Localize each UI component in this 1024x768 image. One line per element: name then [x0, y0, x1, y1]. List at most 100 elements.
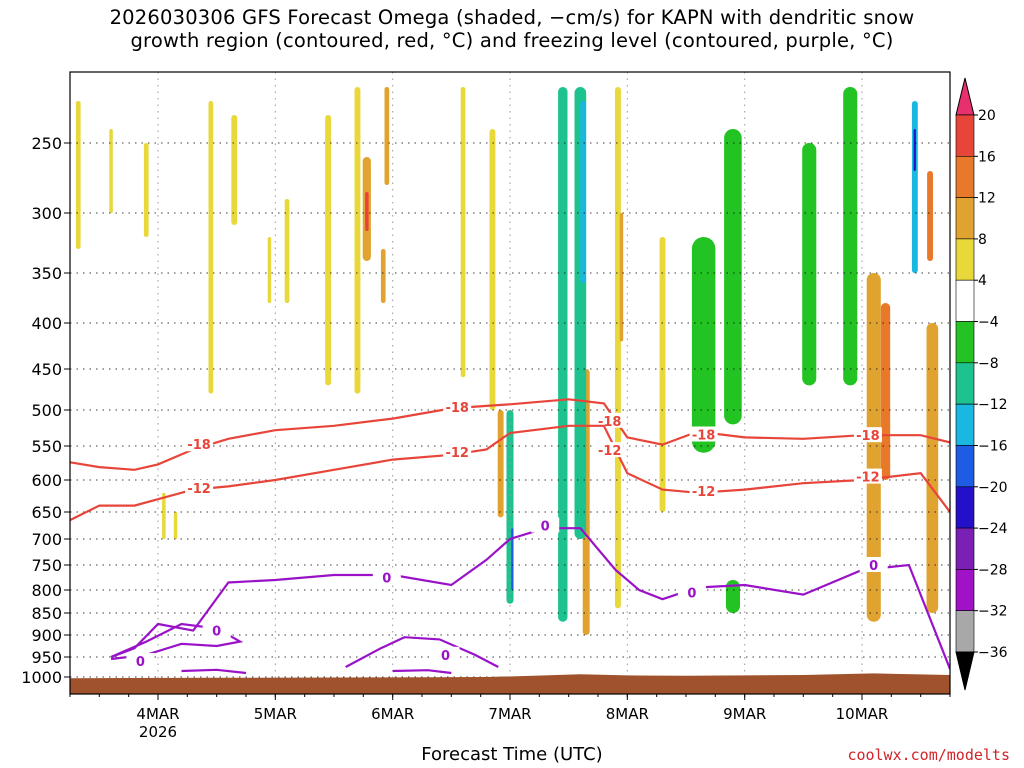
omega-cell	[75, 101, 81, 249]
dgz-label-bg	[185, 480, 214, 495]
omega-cell	[725, 580, 740, 613]
y-axis: 250 300 350 400 450 500 550 600 650 700 750 800 850 9…	[21, 134, 70, 687]
dgz-label: -12	[445, 446, 469, 461]
freezing-contour	[181, 668, 247, 675]
omega-cell	[380, 249, 386, 303]
dgz-label: -12	[598, 444, 622, 459]
y-tick-label: 400	[31, 314, 62, 333]
dgz-label-bg	[595, 442, 624, 458]
freezing-label-bg	[126, 653, 155, 668]
credit-text[interactable]: coolwx.com/modelts	[847, 746, 1010, 764]
omega-cell	[325, 115, 332, 386]
omega-cell	[511, 528, 514, 590]
omega-cell	[143, 143, 149, 237]
freezing-label-bg	[431, 646, 460, 662]
dgz-label-bg	[689, 426, 718, 442]
colorbar-label: −20	[978, 480, 1008, 496]
colorbar-label: −12	[978, 397, 1008, 413]
dgz-contour	[70, 398, 950, 471]
omega-cell	[615, 87, 621, 609]
omega-cell	[913, 129, 916, 171]
colorbar-segment	[955, 486, 975, 529]
omega-cell	[927, 171, 933, 261]
omega-cell	[619, 213, 624, 342]
colorbar-segment	[955, 321, 975, 364]
dgz-label-bg	[443, 444, 472, 460]
y-tick-label: 650	[31, 503, 62, 522]
freezing-label-bg	[531, 517, 560, 533]
omega-cell	[497, 410, 504, 518]
freezing-contour	[110, 622, 244, 661]
colorbar-label: 20	[978, 108, 996, 124]
y-tick-label: 550	[31, 437, 62, 456]
dgz-label-bg	[185, 436, 214, 452]
omega-cell	[866, 273, 881, 622]
y-tick-label: 350	[31, 264, 62, 283]
y-tick-label: 750	[31, 556, 62, 575]
omega-cell	[926, 323, 939, 613]
omega-cell	[231, 115, 238, 225]
dgz-label-bg	[853, 427, 882, 443]
omega-cell	[267, 237, 272, 303]
x-tick-label: 10MAR	[836, 705, 889, 723]
y-tick-label: 900	[31, 626, 62, 645]
freezing-label-bg	[677, 584, 706, 600]
omega-cell	[460, 87, 466, 378]
omega-cell	[208, 101, 214, 394]
freezing-label: 0	[136, 655, 145, 670]
title-line-2: growth region (contoured, red, °C) and f…	[130, 29, 894, 52]
colorbar-segment	[955, 403, 975, 446]
colorbar-segment	[955, 569, 975, 612]
dgz-label: -12	[187, 482, 211, 497]
y-tick-label: 500	[31, 401, 62, 420]
freezing-contour	[392, 669, 452, 675]
dgz-label: -18	[856, 429, 880, 444]
chart-title: 2026030306 GFS Forecast Omega (shaded, −…	[0, 6, 1024, 52]
colorbar-segment	[955, 238, 975, 281]
omega-cell	[659, 237, 666, 512]
omega-cell	[911, 101, 918, 273]
freezing-level-contour: 0 0 0 0 0 0 0	[110, 517, 950, 675]
y-tick-label: 850	[31, 604, 62, 623]
freezing-label: 0	[382, 572, 391, 587]
freezing-label: 0	[869, 559, 878, 574]
y-tick-label: 600	[31, 471, 62, 490]
colorbar-top-arrow	[955, 77, 975, 116]
dgz-label: -18	[598, 415, 622, 430]
x-tick-label: 6MAR	[371, 705, 414, 723]
colorbar-label: −36	[978, 645, 1008, 661]
freezing-label: 0	[212, 625, 221, 640]
colorbar-label: 4	[978, 273, 987, 289]
x-tick-sublabel: 2026	[139, 723, 177, 741]
colorbar-label: 16	[978, 149, 996, 165]
y-tick-label: 250	[31, 134, 62, 153]
freezing-contour	[110, 527, 950, 670]
dgz-label: -18	[445, 401, 469, 416]
dgz-label: -12	[692, 485, 716, 500]
colorbar-segment	[955, 197, 975, 240]
x-tick-label: 5MAR	[254, 705, 297, 723]
freezing-label-bg	[372, 569, 401, 585]
dgz-label-bg	[443, 399, 472, 415]
y-tick-label: 1000	[21, 668, 62, 687]
freezing-label: 0	[441, 649, 450, 664]
freezing-label-bg	[202, 622, 231, 638]
dgz-label-bg	[853, 468, 882, 484]
y-tick-label: 800	[31, 581, 62, 600]
colorbar-bottom-arrow	[955, 651, 975, 691]
dendritic-growth-contours: -18 -18 -18 -18 -18 -12 -12 -12 -12 -12	[70, 398, 950, 522]
colorbar-label: −4	[978, 315, 999, 331]
colorbar-label: −8	[978, 356, 999, 372]
freezing-label: 0	[541, 520, 550, 535]
x-tick-label: 4MAR	[136, 705, 179, 723]
omega-cell	[384, 87, 390, 185]
x-tick-label: 9MAR	[723, 705, 766, 723]
y-tick-label: 450	[31, 360, 62, 379]
omega-cell	[724, 129, 742, 425]
y-tick-label: 700	[31, 530, 62, 549]
x-tick-label: 7MAR	[488, 705, 531, 723]
dgz-contour	[70, 424, 950, 522]
colorbar-segment	[955, 610, 975, 653]
